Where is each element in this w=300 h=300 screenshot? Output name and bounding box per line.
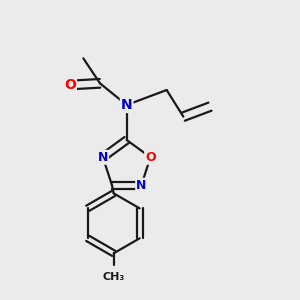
Text: O: O	[64, 78, 76, 92]
Text: O: O	[145, 151, 156, 164]
Text: N: N	[121, 98, 133, 112]
Text: CH₃: CH₃	[103, 272, 125, 282]
Text: N: N	[136, 179, 146, 192]
Text: N: N	[98, 151, 108, 164]
